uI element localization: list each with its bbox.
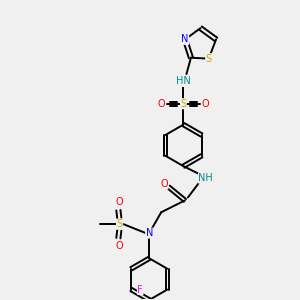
Text: O: O xyxy=(160,179,168,189)
Text: S: S xyxy=(180,99,187,109)
Text: O: O xyxy=(115,242,123,251)
Text: S: S xyxy=(116,219,123,229)
Text: F: F xyxy=(137,284,143,295)
Text: S: S xyxy=(206,54,212,64)
Text: O: O xyxy=(158,99,165,109)
Text: NH: NH xyxy=(198,173,213,183)
Text: N: N xyxy=(181,34,189,44)
Text: O: O xyxy=(202,99,210,109)
Text: O: O xyxy=(115,197,123,207)
Text: N: N xyxy=(146,228,153,238)
Text: HN: HN xyxy=(176,76,191,86)
